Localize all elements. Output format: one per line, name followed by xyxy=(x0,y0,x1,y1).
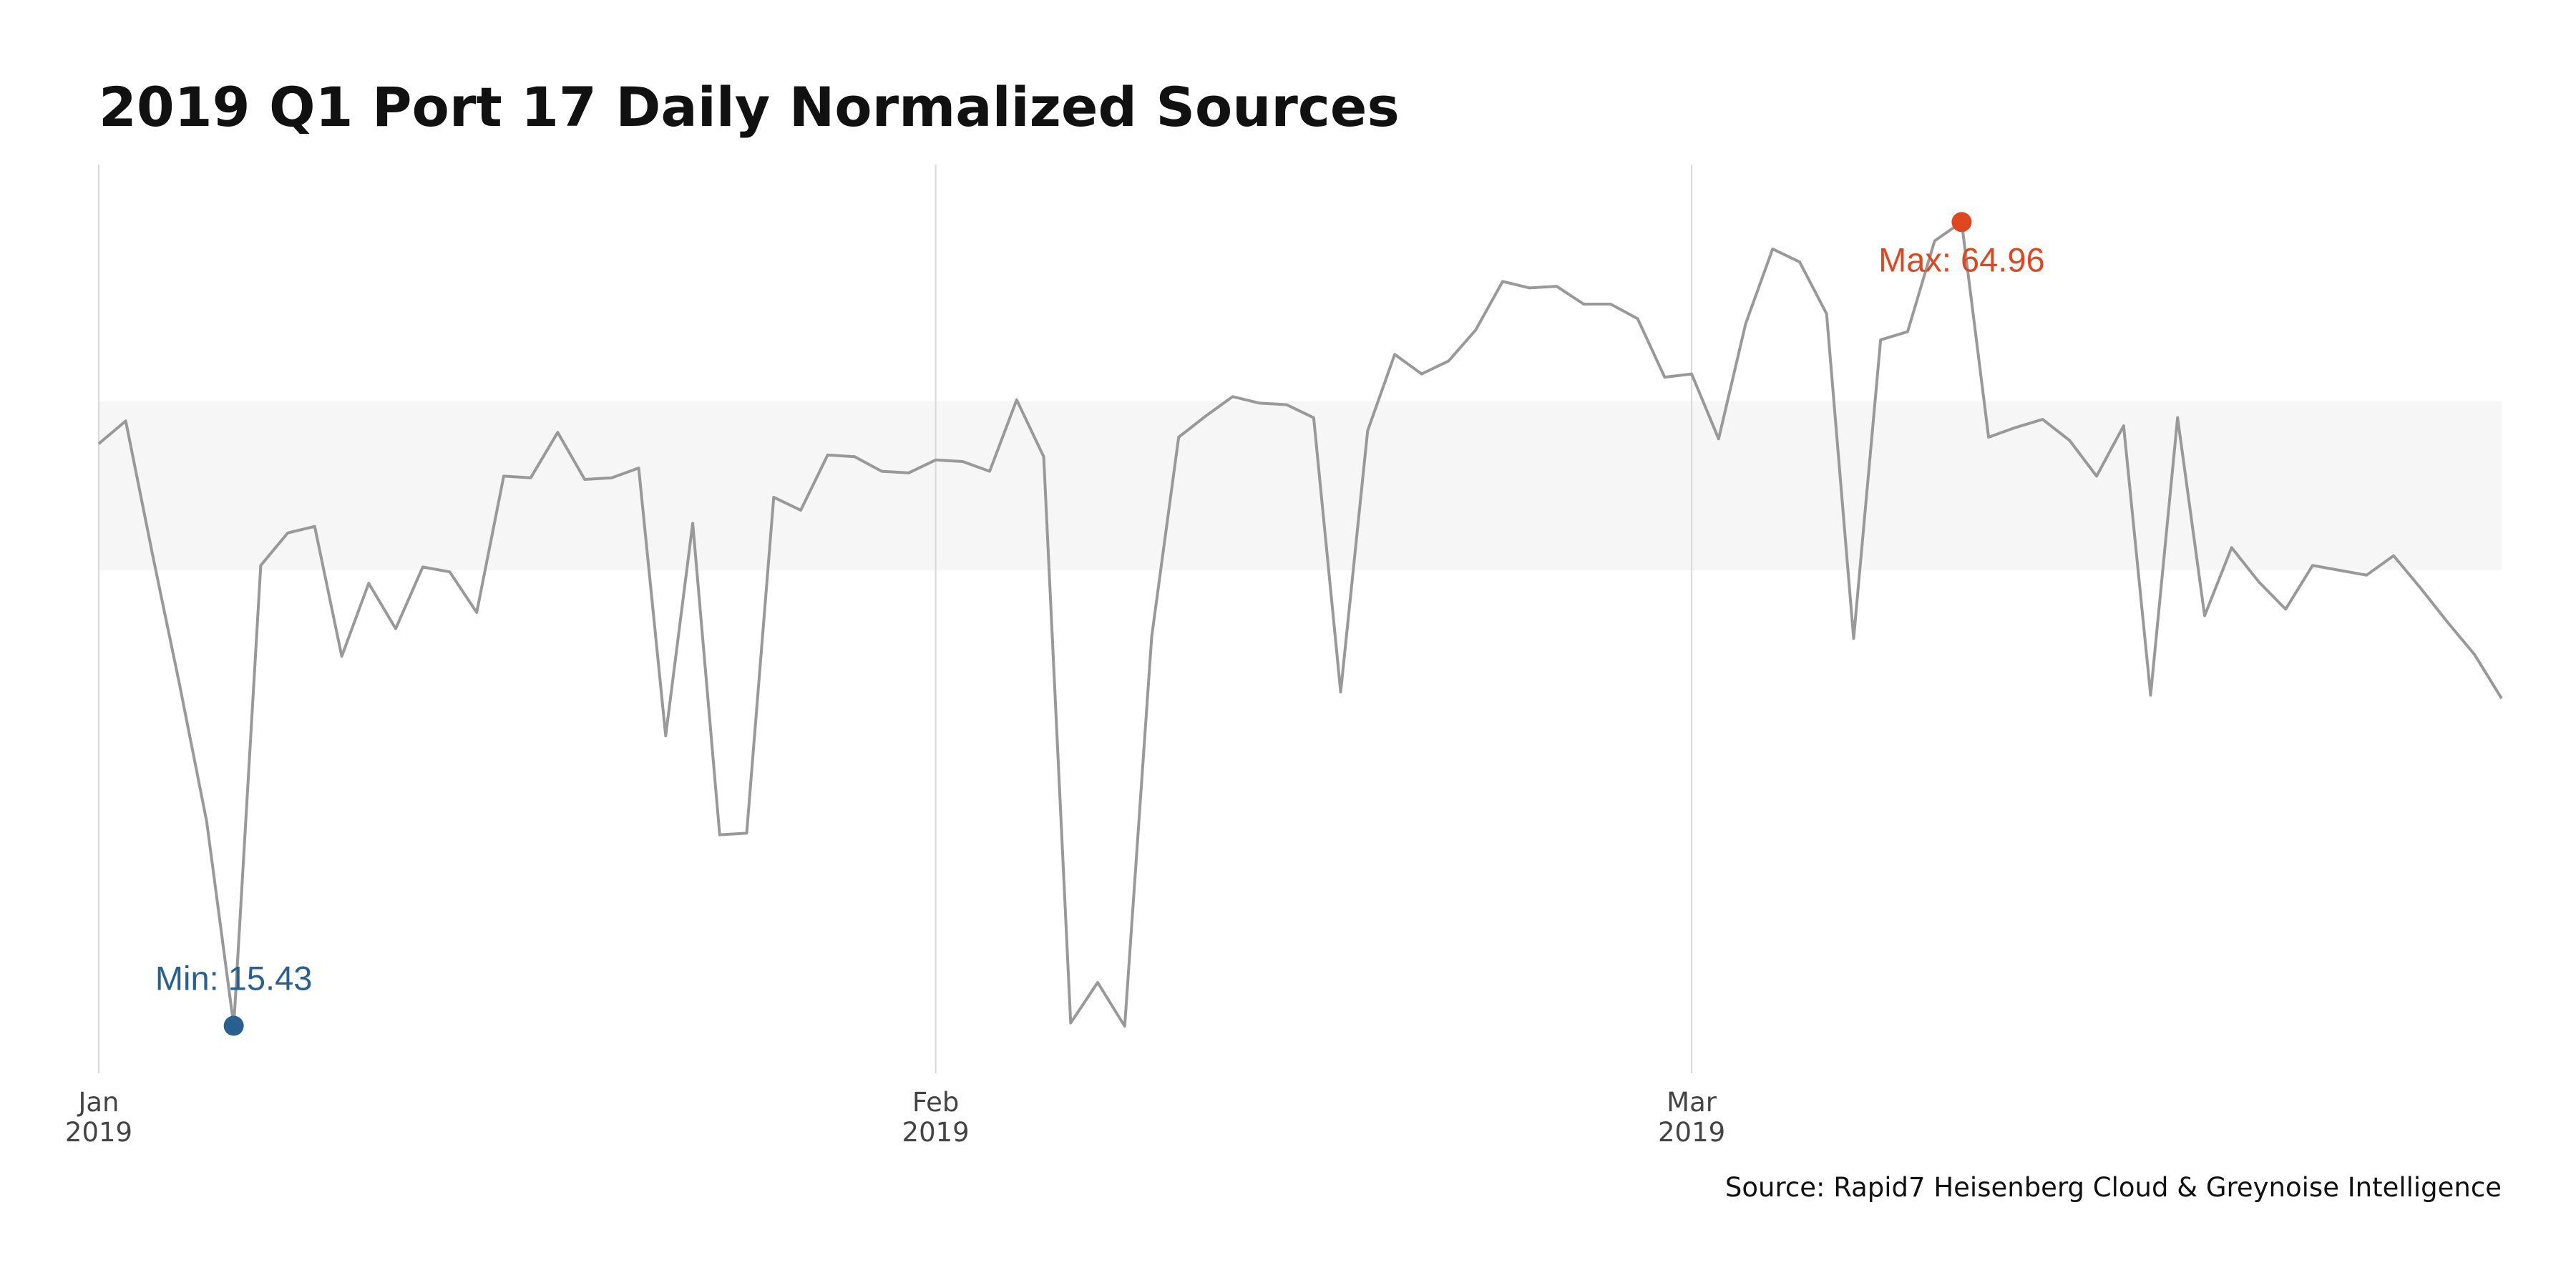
chart-caption: Source: Rapid7 Heisenberg Cloud & Greyno… xyxy=(1725,1172,2502,1203)
min-label: Min: 15.43 xyxy=(155,960,312,997)
x-tick-month: Mar xyxy=(1667,1087,1717,1118)
x-tick-year: 2019 xyxy=(1658,1117,1725,1148)
x-tick-label-jan: Jan 2019 xyxy=(65,1087,132,1148)
x-tick-label-mar: Mar 2019 xyxy=(1658,1087,1725,1148)
min-point xyxy=(223,1015,244,1036)
x-tick-year: 2019 xyxy=(65,1117,132,1148)
x-tick-month: Feb xyxy=(912,1087,960,1118)
x-tick-label-feb: Feb 2019 xyxy=(902,1087,970,1148)
reference-band xyxy=(99,401,2502,570)
chart-title: 2019 Q1 Port 17 Daily Normalized Sources xyxy=(99,75,1400,139)
max-label: Max: 64.96 xyxy=(1878,240,2045,278)
series-line-0 xyxy=(97,220,2503,1028)
max-point xyxy=(1951,212,1972,233)
x-tick-month: Jan xyxy=(77,1087,119,1118)
x-tick-year: 2019 xyxy=(902,1117,970,1148)
